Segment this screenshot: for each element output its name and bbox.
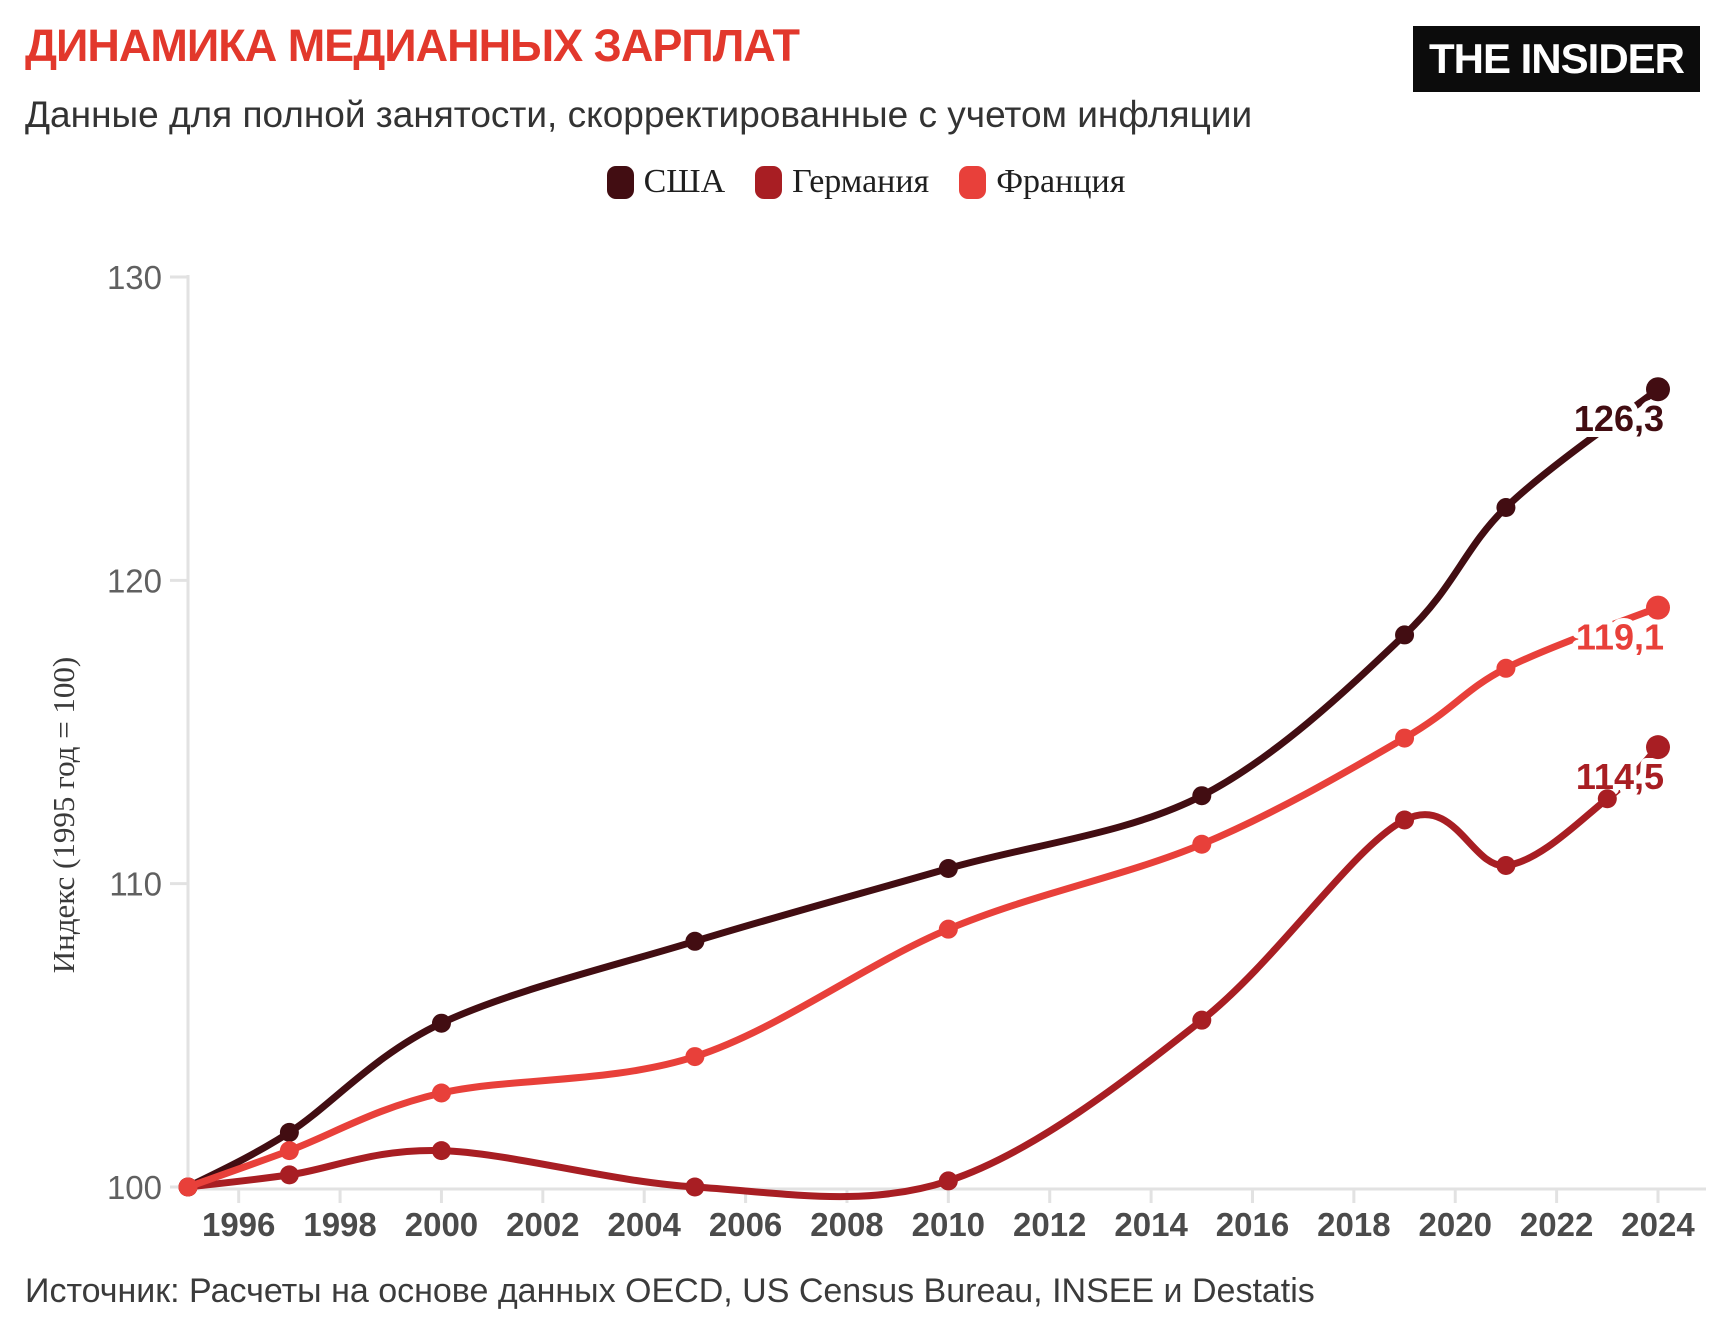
data-point <box>938 859 958 878</box>
data-point <box>279 1122 299 1142</box>
x-tick-label: 2006 <box>709 1206 782 1243</box>
data-point <box>279 1141 299 1161</box>
data-point <box>938 1171 958 1191</box>
chart-legend: США Германия Франция <box>0 163 1732 201</box>
data-point <box>685 1047 705 1067</box>
y-tick-label: 100 <box>107 1169 162 1206</box>
x-tick-label: 2000 <box>405 1206 478 1243</box>
legend-item: Франция <box>959 163 1125 201</box>
brand-logo: THE INSIDER <box>1412 26 1700 92</box>
x-tick-label: 1996 <box>202 1206 275 1243</box>
data-point <box>1192 834 1212 854</box>
data-point <box>1192 1010 1212 1030</box>
data-point <box>1395 728 1415 748</box>
legend-swatch <box>959 165 987 199</box>
data-point <box>431 1013 451 1033</box>
data-point <box>1395 625 1415 645</box>
data-point <box>1646 735 1670 760</box>
x-tick-label: 2004 <box>607 1206 681 1243</box>
data-point <box>178 1177 198 1197</box>
y-tick-label: 120 <box>107 562 162 599</box>
series-end-label-1: 114,5 <box>1576 756 1664 797</box>
data-point <box>431 1083 451 1103</box>
x-tick-label: 2012 <box>1013 1206 1086 1243</box>
brand-logo-text: THE INSIDER <box>1428 35 1685 82</box>
data-point <box>1496 498 1516 518</box>
x-tick-label: 2022 <box>1520 1206 1593 1243</box>
legend-item: Германия <box>755 163 929 201</box>
data-point <box>279 1165 299 1185</box>
data-point <box>1646 595 1670 620</box>
x-tick-label: 2020 <box>1419 1206 1492 1243</box>
series-end-label-0: 126,3 <box>1574 398 1664 439</box>
legend-label: Франция <box>996 163 1126 200</box>
x-tick-label: 2002 <box>506 1206 579 1243</box>
legend-swatch <box>755 165 783 199</box>
data-point <box>1496 855 1516 875</box>
x-tick-label: 2014 <box>1114 1206 1188 1243</box>
x-tick-label: 2018 <box>1317 1206 1390 1243</box>
legend-item: США <box>606 163 726 201</box>
data-point <box>938 919 958 939</box>
data-point <box>1496 658 1516 678</box>
data-point <box>1646 377 1670 402</box>
data-point <box>1192 786 1212 806</box>
data-point <box>685 1177 705 1197</box>
x-tick-label: 2010 <box>912 1206 985 1243</box>
legend-label: США <box>643 163 726 200</box>
y-tick-label: 130 <box>107 259 162 296</box>
x-tick-label: 2016 <box>1216 1206 1289 1243</box>
data-point <box>685 931 705 951</box>
data-point <box>431 1141 451 1161</box>
series-line-2 <box>184 604 1662 1191</box>
series-line-1 <box>184 743 1662 1201</box>
x-tick-label: 2024 <box>1621 1206 1695 1243</box>
page-subtitle: Данные для полной занятости, скорректиро… <box>25 94 1253 135</box>
series-line-0 <box>184 385 1662 1191</box>
data-point <box>1395 810 1415 830</box>
legend-swatch <box>606 165 634 199</box>
x-tick-label: 1998 <box>303 1206 376 1243</box>
y-tick-label: 110 <box>109 866 162 903</box>
data-point <box>1597 789 1617 809</box>
legend-label: Германия <box>792 163 930 200</box>
page-title: ДИНАМИКА МЕДИАННЫХ ЗАРПЛАТ <box>25 20 800 71</box>
source-note: Источник: Расчеты на основе данных OECD,… <box>25 1272 1315 1310</box>
x-tick-label: 2008 <box>810 1206 883 1243</box>
series-end-label-2: 119,1 <box>1576 617 1664 658</box>
